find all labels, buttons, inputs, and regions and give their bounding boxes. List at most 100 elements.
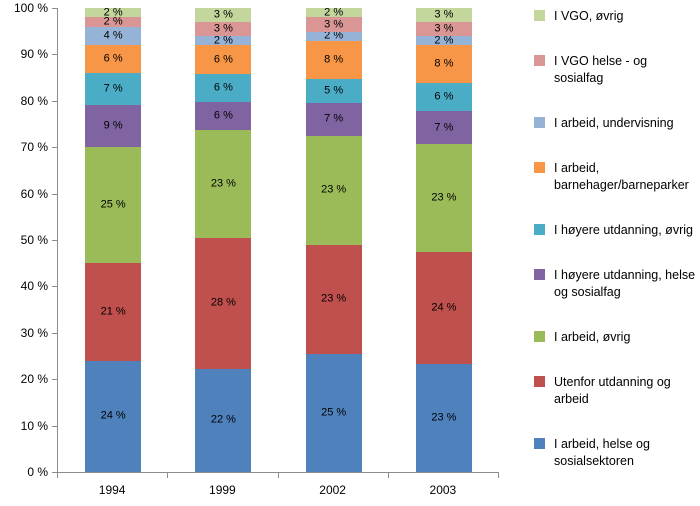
bar-segment: 23 %	[195, 129, 252, 238]
segment-label: 7 %	[103, 82, 123, 95]
segment-label: 23 %	[431, 191, 457, 204]
legend-item: I VGO, øvrig	[534, 8, 696, 25]
segment-label: 6 %	[213, 81, 233, 94]
x-axis-tick-mark	[387, 473, 389, 478]
bar-segment: 2 %	[85, 6, 142, 19]
bar-slot: 25 % 23 % 23 % 7 % 5 % 8 % 2 % 3 % 2 %	[279, 6, 389, 472]
legend-label: I VGO, øvrig	[554, 9, 624, 23]
bar-segment: 6 %	[195, 73, 252, 102]
segment-label: 7 %	[434, 121, 454, 134]
segment-label: 6 %	[103, 52, 123, 65]
bar-1999: 22 % 28 % 23 % 6 % 6 % 6 % 2 % 3 % 3 %	[195, 7, 252, 472]
y-axis-tick-mark	[52, 193, 57, 195]
segment-label: 6 %	[434, 90, 454, 103]
y-axis-tick-mark	[52, 147, 57, 149]
segment-label: 3 %	[434, 8, 454, 21]
segment-label: 2 %	[324, 29, 344, 42]
bar-segment: 7 %	[85, 72, 142, 106]
legend-swatch	[534, 269, 545, 281]
x-axis-label: 1999	[209, 483, 236, 497]
bar-segment: 6 %	[415, 82, 472, 112]
bar-segment: 5 %	[305, 79, 362, 103]
legend-item: I VGO helse - og sosialfag	[534, 53, 696, 87]
legend: I VGO, øvrig I VGO helse - og sosialfag I …	[534, 8, 696, 470]
y-axis-tick-label: 0 %	[27, 465, 48, 479]
segment-label: 2 %	[103, 6, 123, 19]
bar-segment: 25 %	[85, 147, 142, 264]
y-axis-tick-mark	[52, 240, 57, 241]
segment-label: 23 %	[431, 411, 457, 424]
segment-label: 2 %	[213, 34, 233, 47]
bar-segment: 2 %	[195, 34, 252, 47]
legend-label: Utenfor utdanning og arbeid	[554, 375, 671, 407]
bar-segment: 28 %	[195, 237, 252, 369]
bar-2003: 23 % 24 % 23 % 7 % 6 % 8 % 2 % 3 % 3 %	[415, 7, 472, 472]
bar-segment: 21 %	[85, 263, 142, 361]
legend-label: I høyere utdanning, helse og sosialfag	[554, 268, 696, 300]
segment-label: 3 %	[213, 8, 233, 21]
bar-segment: 22 %	[195, 368, 252, 472]
bar-segment: 23 %	[305, 135, 362, 245]
y-axis-tick-label: 80 %	[20, 93, 48, 108]
bar-segment: 4 %	[85, 26, 142, 46]
y-axis-tick-mark	[52, 8, 57, 9]
bar-segment: 2 %	[85, 15, 142, 28]
segment-label: 28 %	[210, 296, 236, 309]
bar-segment: 2 %	[305, 29, 362, 42]
segment-label: 2 %	[103, 15, 123, 28]
y-axis-tick-label: 40 %	[20, 279, 48, 294]
legend-label: I arbeid, helse og sosialsektoren	[554, 437, 650, 469]
bar-segment: 3 %	[415, 22, 472, 37]
legend-label: I høyere utdanning, øvrig	[554, 223, 693, 238]
segment-label: 23 %	[321, 292, 347, 305]
segment-label: 2 %	[324, 6, 344, 19]
legend-item: Utenfor utdanning og arbeid	[534, 374, 696, 408]
segment-label: 6 %	[213, 109, 233, 122]
bar-segment: 24 %	[415, 251, 472, 365]
y-axis-tick-label: 90 %	[20, 47, 48, 62]
bar-segment: 8 %	[415, 45, 472, 83]
segment-label: 8 %	[434, 57, 454, 70]
segment-label: 7 %	[324, 112, 344, 125]
legend-item: I arbeid, øvrig	[534, 329, 696, 346]
y-axis-tick-label: 60 %	[20, 186, 48, 201]
segment-label: 9 %	[103, 119, 123, 132]
legend-swatch	[534, 224, 545, 236]
bar-segment: 23 %	[415, 143, 472, 252]
bar-slot: 24 % 21 % 25 % 9 % 7 % 6 % 4 % 2 % 2 %	[58, 6, 168, 472]
legend-label: I arbeid, barnehager/barneparker	[554, 161, 689, 193]
bar-segment: 7 %	[415, 111, 472, 144]
y-axis-tick-mark	[52, 379, 57, 381]
x-axis-tick-mark	[167, 473, 169, 478]
bar-segment: 23 %	[305, 244, 362, 354]
segment-label: 2 %	[434, 34, 454, 47]
segment-label: 23 %	[210, 177, 236, 190]
y-axis-tick-mark	[52, 286, 57, 288]
bar-segment: 7 %	[305, 102, 362, 136]
y-axis-tick-label: 20 %	[20, 372, 48, 387]
legend-swatch	[534, 117, 545, 129]
y-axis-tick-label: 10 %	[20, 418, 48, 433]
segment-label: 6 %	[213, 53, 233, 66]
y-axis-tick-mark	[52, 54, 57, 56]
legend-item: I arbeid, undervisning	[534, 115, 696, 132]
bars: 24 % 21 % 25 % 9 % 7 % 6 % 4 % 2 % 2 % 22 % 28 % 23…	[58, 6, 499, 472]
bar-2002: 25 % 23 % 23 % 7 % 5 % 8 % 2 % 3 % 2 %	[305, 6, 362, 472]
y-axis-tick-mark	[52, 472, 57, 473]
plot-area: 24 % 21 % 25 % 9 % 7 % 6 % 4 % 2 % 2 % 22 % 28 % 23…	[57, 6, 499, 473]
legend-item: I arbeid, helse og sosialsektoren	[534, 436, 696, 470]
bar-segment: 9 %	[85, 105, 142, 148]
bar-segment: 6 %	[195, 101, 252, 130]
segment-label: 25 %	[321, 406, 347, 419]
bar-segment: 24 %	[85, 360, 142, 472]
x-axis-tick-mark	[57, 473, 58, 478]
bar-segment: 8 %	[305, 41, 362, 80]
legend-item: I høyere utdanning, helse og sosialfag	[534, 267, 696, 301]
legend-swatch	[534, 10, 545, 21]
bar-segment: 3 %	[195, 7, 252, 23]
bar-segment: 25 %	[305, 353, 362, 472]
segment-label: 5 %	[324, 84, 344, 97]
bar-segment: 23 %	[415, 364, 472, 472]
y-axis-tick-mark	[52, 425, 57, 427]
